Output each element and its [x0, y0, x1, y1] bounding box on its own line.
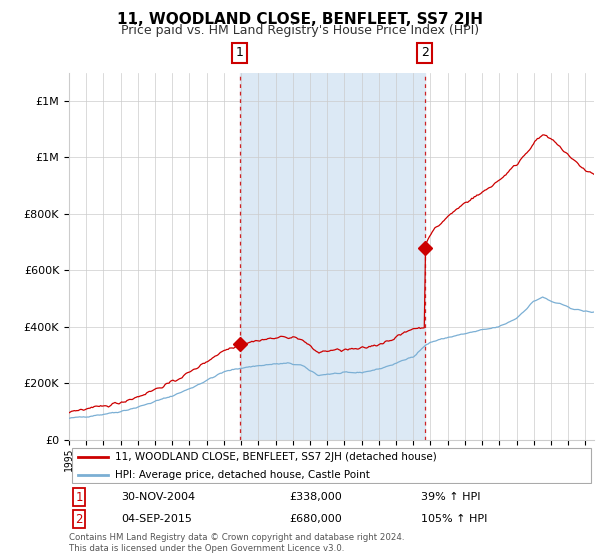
Text: £338,000: £338,000 — [290, 492, 342, 502]
Text: £680,000: £680,000 — [290, 514, 342, 524]
Text: 30-NOV-2004: 30-NOV-2004 — [121, 492, 196, 502]
Text: 105% ↑ HPI: 105% ↑ HPI — [421, 514, 487, 524]
Text: 11, WOODLAND CLOSE, BENFLEET, SS7 2JH: 11, WOODLAND CLOSE, BENFLEET, SS7 2JH — [117, 12, 483, 27]
Text: 04-SEP-2015: 04-SEP-2015 — [121, 514, 193, 524]
Text: Contains HM Land Registry data © Crown copyright and database right 2024.
This d: Contains HM Land Registry data © Crown c… — [69, 533, 404, 553]
Text: 2: 2 — [76, 512, 83, 526]
Bar — [240, 73, 425, 440]
Text: 11, WOODLAND CLOSE, BENFLEET, SS7 2JH (detached house): 11, WOODLAND CLOSE, BENFLEET, SS7 2JH (d… — [115, 452, 437, 462]
Text: Price paid vs. HM Land Registry's House Price Index (HPI): Price paid vs. HM Land Registry's House … — [121, 24, 479, 36]
Text: 1: 1 — [236, 46, 244, 59]
Text: 39% ↑ HPI: 39% ↑ HPI — [421, 492, 480, 502]
Text: 2: 2 — [421, 46, 429, 59]
FancyBboxPatch shape — [71, 448, 592, 483]
Text: 1: 1 — [76, 491, 83, 504]
Text: HPI: Average price, detached house, Castle Point: HPI: Average price, detached house, Cast… — [115, 470, 370, 480]
